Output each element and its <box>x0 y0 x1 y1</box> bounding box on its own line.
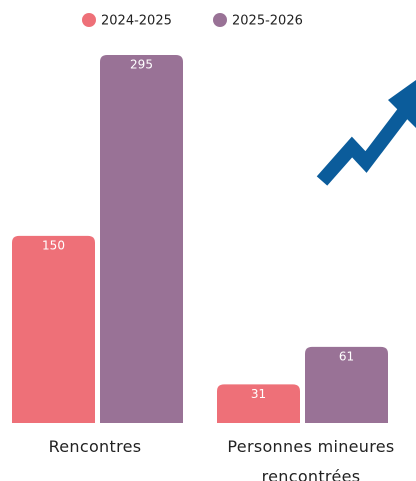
value-label: 31 <box>251 387 266 401</box>
trend-arrow-icon <box>316 80 416 186</box>
legend-swatch <box>82 13 96 27</box>
value-label: 295 <box>130 58 153 72</box>
arrow-shaft <box>316 107 410 186</box>
bar <box>100 55 183 423</box>
value-label: 61 <box>339 349 354 363</box>
legend-label: 2025-2026 <box>232 14 303 29</box>
category-label: Personnes mineures rencontrées <box>227 437 395 481</box>
bar <box>217 384 300 423</box>
arrow-head <box>388 80 416 128</box>
value-label: 150 <box>42 238 65 252</box>
legend-swatch <box>213 13 227 27</box>
bar <box>12 235 95 423</box>
legend-label: 2024-2025 <box>101 14 172 29</box>
bar <box>305 346 388 423</box>
category-label: Rencontres <box>48 437 142 456</box>
